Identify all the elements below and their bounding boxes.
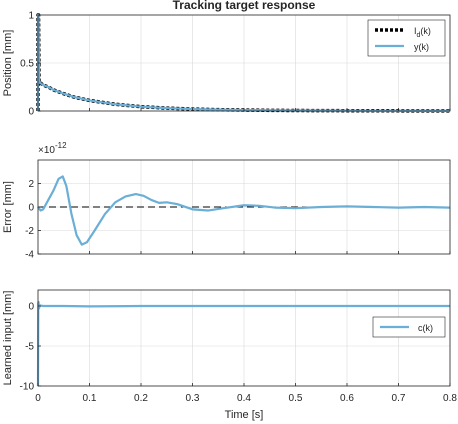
- legend-label-y: y(k): [414, 42, 429, 52]
- x-tick-label: 0.6: [340, 393, 354, 404]
- x-tick-label: 0.5: [289, 393, 303, 404]
- learned-ylabel: Learned input [mm]: [2, 291, 14, 386]
- position-legend: Id(k) y(k): [367, 19, 446, 57]
- position-y-tick-label: 1: [28, 11, 34, 22]
- error-ylabel: Error [mm]: [2, 181, 14, 233]
- x-tick-label: 0.1: [83, 393, 97, 404]
- learned-y-tick-label: -10: [20, 382, 35, 393]
- series-line-error: [37, 175, 451, 246]
- position-y-tick-label: 0.5: [20, 59, 34, 70]
- error-y-tick-label: -2: [25, 226, 34, 237]
- x-ticks: 0 0.1 0.2 0.3 0.4 0.5 0.6 0.7 0.8: [35, 393, 457, 404]
- learned-y-tick-label: 0: [28, 302, 34, 313]
- learned-series: [36, 300, 450, 387]
- x-tick-label: 0: [35, 393, 41, 404]
- learned-y-tick-label: -5: [25, 342, 34, 353]
- position-y-ticks: 00.51: [20, 11, 451, 118]
- position-ylabel: Position [mm]: [2, 30, 14, 97]
- x-tick-label: 0.8: [443, 393, 457, 404]
- x-axis-label: Time [s]: [225, 409, 264, 421]
- learned-input-panel: -10 -5 0 Learned input [mm] c(k): [2, 289, 451, 393]
- error-y-tick-label: 0: [28, 203, 34, 214]
- error-series: [37, 175, 451, 246]
- learned-legend: c(k): [372, 316, 446, 338]
- error-y-tick-label: -4: [25, 250, 34, 261]
- x-tick-label: 0.3: [186, 393, 200, 404]
- error-multiplier-exponent: -12: [55, 141, 67, 150]
- error-y-ticks: -4 -2 0 2: [25, 179, 451, 261]
- x-tick-label: 0.7: [392, 393, 406, 404]
- position-panel: 00.51 Position [mm] Id(k) y(k): [2, 11, 451, 118]
- x-tick-label: 0.4: [237, 393, 251, 404]
- legend-label-c: c(k): [418, 323, 433, 333]
- position-legend-box: [367, 19, 446, 57]
- error-y-tick-label: 2: [28, 179, 34, 190]
- error-multiplier-base: ×10: [38, 145, 55, 156]
- x-tick-label: 0.2: [134, 393, 148, 404]
- chart-title: Tracking target response: [173, 0, 316, 12]
- legend-label-id-subscript: d: [417, 32, 421, 39]
- learned-y-ticks: -10 -5 0: [20, 302, 451, 393]
- error-panel: -4 -2 0 2 ×10-12 Error [mm]: [2, 141, 451, 261]
- error-y-multiplier: ×10-12: [38, 141, 67, 156]
- series-line-c: [36, 300, 450, 387]
- position-y-tick-label: 0: [28, 107, 34, 118]
- legend-label-id: Id(k): [414, 26, 431, 39]
- legend-label-id-tail: (k): [420, 26, 431, 36]
- legend-label-id-main: I: [414, 26, 417, 36]
